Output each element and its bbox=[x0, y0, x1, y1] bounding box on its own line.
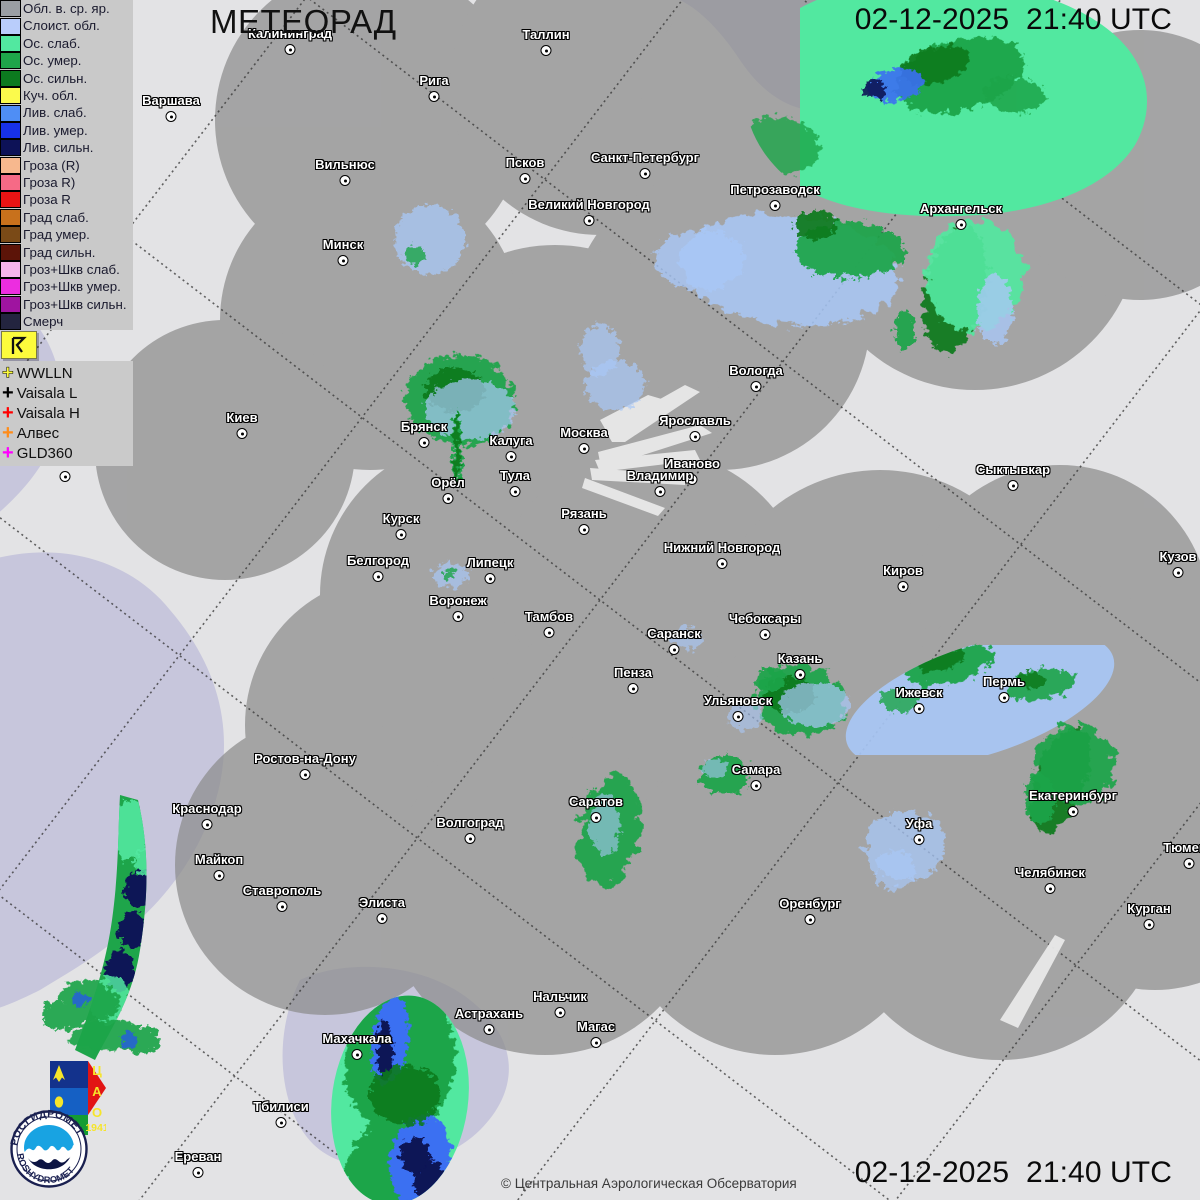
svg-text:О: О bbox=[92, 1105, 102, 1120]
svg-text:А: А bbox=[92, 1084, 102, 1099]
svg-text:Ц: Ц bbox=[92, 1063, 102, 1078]
